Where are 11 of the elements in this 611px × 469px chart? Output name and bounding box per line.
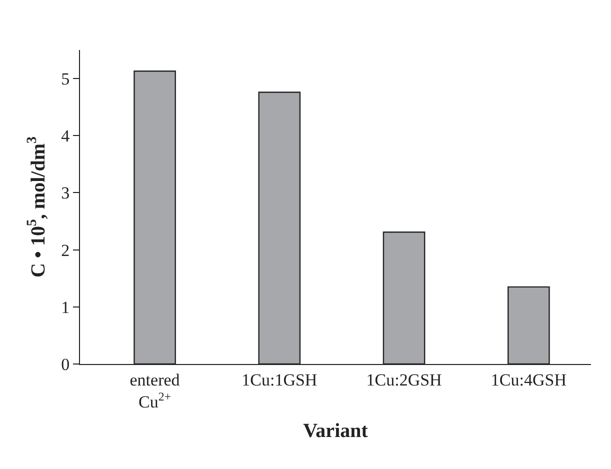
x-tick-label: entered Cu$^{2+}$ bbox=[130, 370, 180, 412]
x-tick-label: 1Cu:4GSH bbox=[490, 370, 566, 390]
y-tick-label: 4 bbox=[61, 126, 70, 146]
y-tick-label: 1 bbox=[61, 298, 70, 317]
y-tick-label: 0 bbox=[61, 354, 70, 374]
x-tick-label: 1Cu:2GSH bbox=[366, 370, 442, 390]
x-axis-title: Variant bbox=[303, 420, 368, 442]
y-tick-label: 3 bbox=[61, 184, 70, 203]
x-tick-label: 1Cu:1GSH bbox=[242, 370, 318, 390]
y-tick-label: 2 bbox=[61, 240, 70, 260]
y-tick-label: 5 bbox=[61, 70, 70, 88]
